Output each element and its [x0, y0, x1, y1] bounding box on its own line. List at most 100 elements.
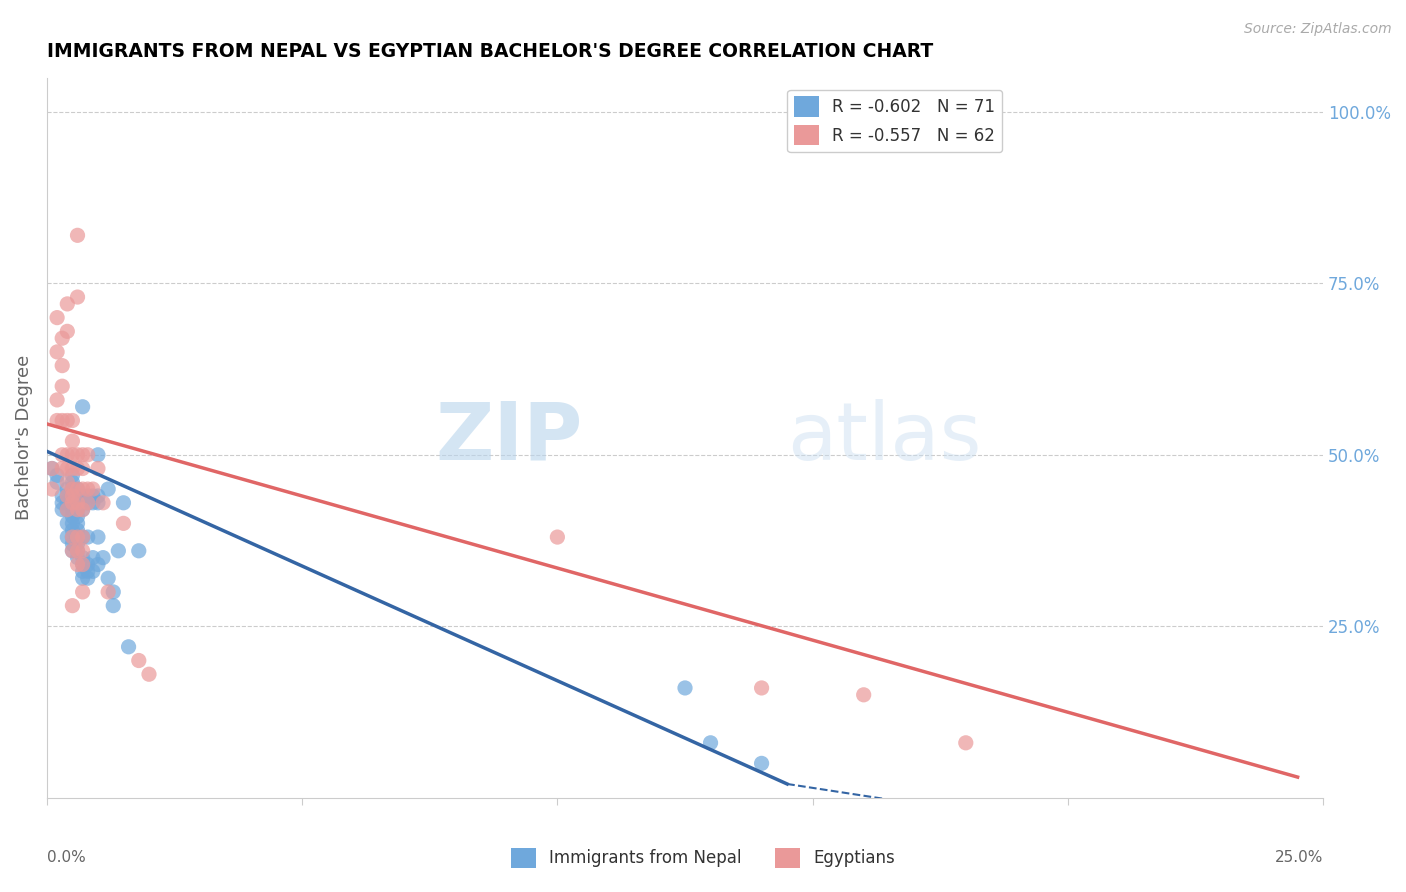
Point [72, 400, 94, 414]
Point [56, 489, 79, 503]
Point [62, 482, 84, 496]
Point [87, 558, 110, 572]
Point [97, 585, 120, 599]
Point [41, 482, 63, 496]
Point [112, 496, 135, 510]
Point [82, 565, 104, 579]
Point [41, 461, 63, 475]
Point [51, 489, 73, 503]
Point [62, 496, 84, 510]
Point [66, 516, 89, 531]
Point [46, 468, 69, 483]
Point [673, 681, 696, 695]
Point [66, 550, 89, 565]
Point [46, 310, 69, 325]
Point [62, 523, 84, 537]
Point [72, 502, 94, 516]
Point [62, 530, 84, 544]
Point [72, 530, 94, 544]
Point [128, 543, 150, 558]
Point [72, 530, 94, 544]
Point [51, 502, 73, 516]
Point [46, 413, 69, 427]
Point [46, 392, 69, 407]
Point [66, 543, 89, 558]
Point [62, 496, 84, 510]
Point [51, 461, 73, 475]
Point [97, 482, 120, 496]
Point [751, 756, 773, 771]
Point [62, 509, 84, 524]
Point [66, 502, 89, 516]
Point [91, 496, 114, 510]
Point [62, 489, 84, 503]
Point [72, 461, 94, 475]
Point [72, 558, 94, 572]
Text: 0.0%: 0.0% [46, 850, 86, 865]
Point [62, 543, 84, 558]
Point [56, 461, 79, 475]
Point [62, 516, 84, 531]
Point [66, 530, 89, 544]
Point [103, 585, 125, 599]
Point [82, 496, 104, 510]
Point [955, 736, 977, 750]
Point [51, 496, 73, 510]
Point [76, 571, 98, 585]
Point [87, 448, 110, 462]
Point [76, 489, 98, 503]
Point [66, 496, 89, 510]
Point [76, 530, 98, 544]
Point [66, 523, 89, 537]
Point [56, 475, 79, 490]
Point [62, 543, 84, 558]
Text: ZIP: ZIP [436, 399, 583, 476]
Text: 25.0%: 25.0% [1275, 850, 1323, 865]
Text: IMMIGRANTS FROM NEPAL VS EGYPTIAN BACHELOR'S DEGREE CORRELATION CHART: IMMIGRANTS FROM NEPAL VS EGYPTIAN BACHEL… [46, 42, 934, 61]
Point [66, 558, 89, 572]
Point [51, 448, 73, 462]
Y-axis label: Bachelor's Degree: Bachelor's Degree [15, 355, 32, 520]
Point [62, 530, 84, 544]
Point [56, 530, 79, 544]
Point [56, 448, 79, 462]
Point [72, 482, 94, 496]
Point [66, 496, 89, 510]
Point [82, 489, 104, 503]
Point [76, 565, 98, 579]
Point [62, 489, 84, 503]
Legend: R = -0.602   N = 71, R = -0.557   N = 62: R = -0.602 N = 71, R = -0.557 N = 62 [787, 89, 1002, 152]
Point [46, 345, 69, 359]
Point [72, 565, 94, 579]
Point [56, 297, 79, 311]
Point [62, 482, 84, 496]
Point [62, 448, 84, 462]
Point [66, 530, 89, 544]
Point [46, 475, 69, 490]
Point [56, 502, 79, 516]
Point [51, 331, 73, 345]
Point [87, 461, 110, 475]
Point [66, 482, 89, 496]
Point [56, 516, 79, 531]
Point [51, 413, 73, 427]
Point [62, 434, 84, 448]
Point [76, 482, 98, 496]
Point [72, 585, 94, 599]
Point [62, 502, 84, 516]
Point [66, 502, 89, 516]
Point [72, 502, 94, 516]
Point [62, 468, 84, 483]
Point [66, 489, 89, 503]
Point [72, 496, 94, 510]
Point [76, 448, 98, 462]
Legend: Immigrants from Nepal, Egyptians: Immigrants from Nepal, Egyptians [505, 841, 901, 875]
Point [87, 530, 110, 544]
Point [62, 475, 84, 490]
Point [107, 543, 129, 558]
Point [66, 543, 89, 558]
Point [66, 537, 89, 551]
Point [62, 599, 84, 613]
Point [56, 413, 79, 427]
Point [103, 599, 125, 613]
